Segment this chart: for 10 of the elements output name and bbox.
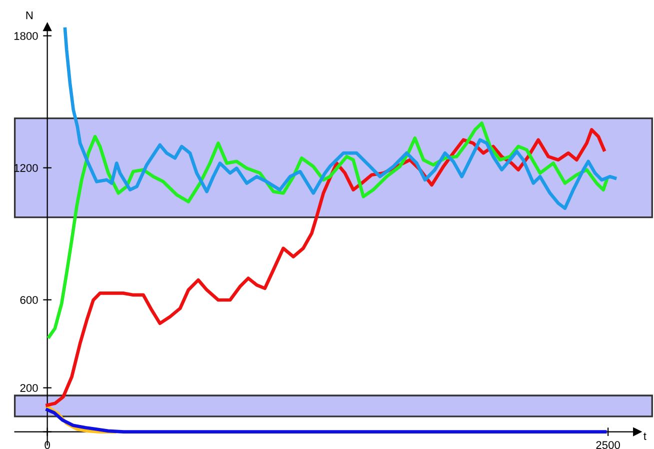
line-series bbox=[47, 121, 608, 338]
x-tick-label: 2500 bbox=[596, 441, 620, 449]
line-series bbox=[46, 408, 607, 434]
y-tick-label: 200 bbox=[20, 384, 38, 392]
y-tick-label: 1800 bbox=[14, 32, 38, 40]
x-tick-label: 0 bbox=[44, 441, 50, 449]
x-axis-title: t bbox=[644, 432, 646, 440]
line-series bbox=[63, 27, 617, 210]
y-tick-label: 600 bbox=[20, 296, 38, 304]
y-axis-title: N bbox=[26, 11, 33, 20]
